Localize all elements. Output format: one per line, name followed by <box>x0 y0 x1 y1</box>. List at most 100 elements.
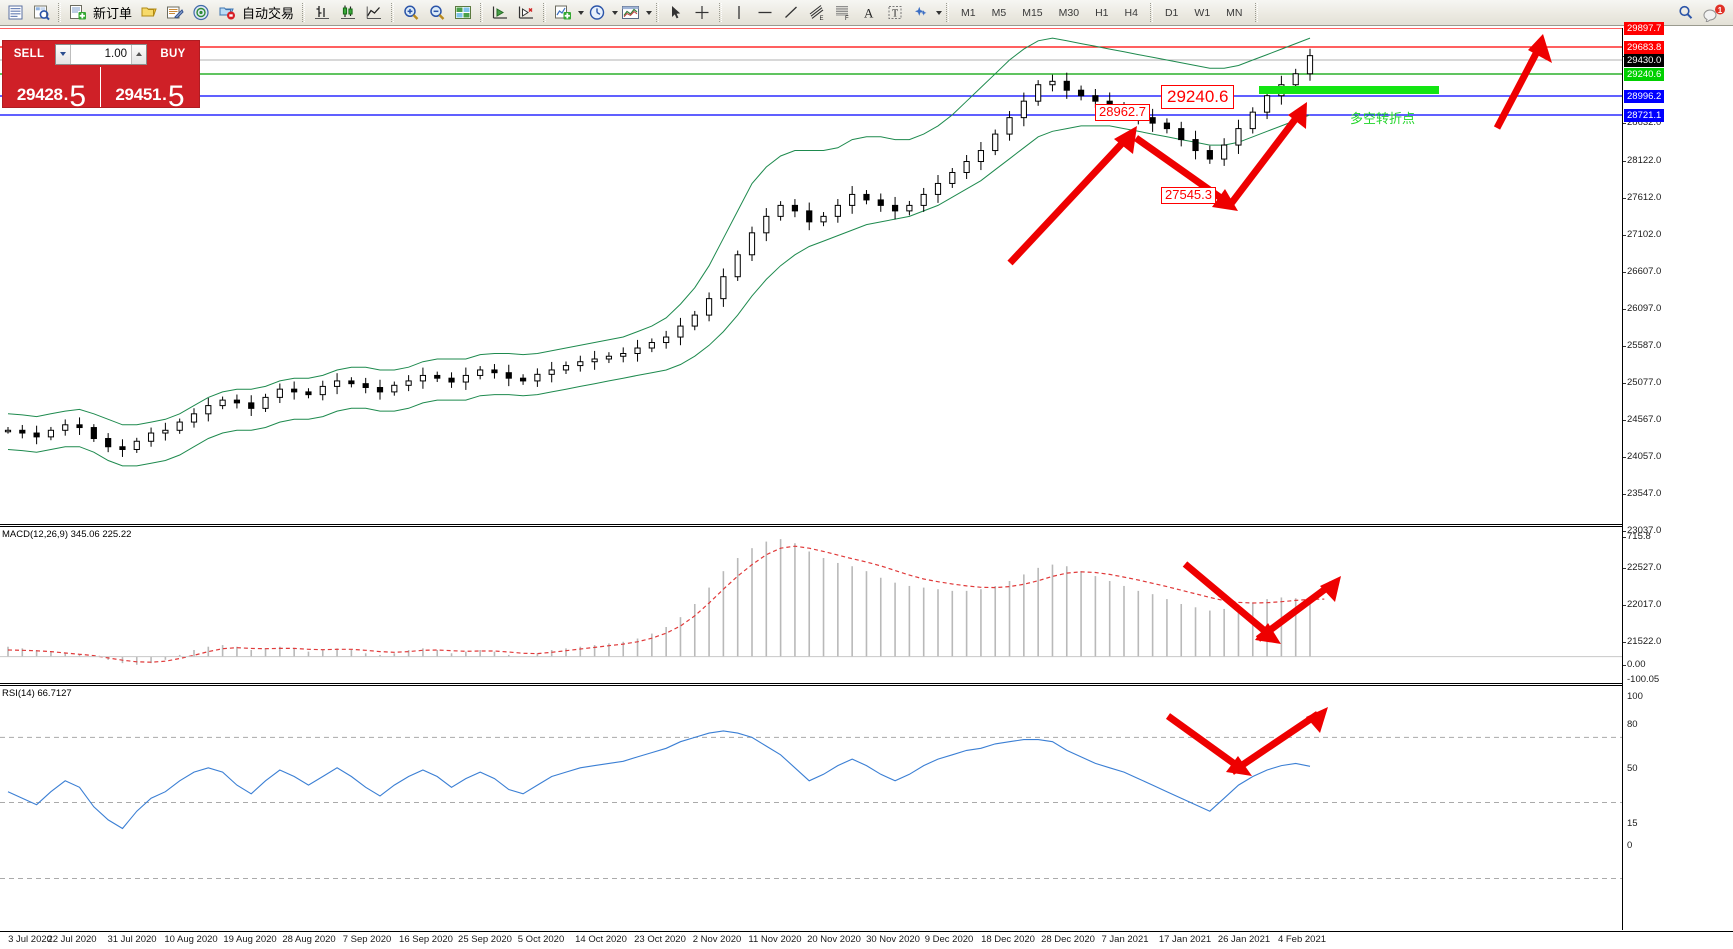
timeframe-w1[interactable]: W1 <box>1194 6 1211 19</box>
candle-body <box>248 402 255 409</box>
indicators-dropdown-caret[interactable] <box>578 10 585 15</box>
alerts-icon[interactable]: 1 <box>1700 2 1730 24</box>
candle-body <box>677 325 684 338</box>
price-axis[interactable]: 29430.0 28632.0 28122.0 27612.0 27102.0 26607… <box>1622 22 1733 930</box>
candle-body <box>1249 111 1256 130</box>
templates-icon[interactable] <box>619 2 643 24</box>
tile-windows-icon[interactable] <box>451 2 475 24</box>
trend-arrow-up-second <box>1227 102 1307 208</box>
zoom-in-icon[interactable] <box>399 2 423 24</box>
candle-body <box>162 429 169 434</box>
periods-icon[interactable] <box>585 2 609 24</box>
price-level-pill[interactable]: 28721.1 <box>1624 109 1665 122</box>
candle-body <box>891 204 899 212</box>
bar-chart-icon[interactable] <box>310 2 334 24</box>
candle-body <box>634 347 641 354</box>
rsi-svg <box>0 707 1622 879</box>
price-level-pill[interactable]: 29430.0 <box>1624 54 1665 67</box>
timeframe-m15[interactable]: M15 <box>1022 6 1043 19</box>
autotrading-label[interactable]: 自动交易 <box>242 6 295 21</box>
main-toolbar: 新订单 <box>0 0 1733 26</box>
candle-body <box>348 380 355 385</box>
candle-body <box>977 150 985 163</box>
candle-body <box>548 369 555 375</box>
candle-body <box>1092 95 1099 102</box>
price-chart-pane[interactable]: 29240.6 28962.7 27545.3 多空转折点 <box>0 28 1622 522</box>
octp-controls-row: SELL 1.00 BUY <box>3 41 199 67</box>
chart-shift-icon[interactable] <box>488 2 512 24</box>
candle-body <box>992 133 999 152</box>
candle-body <box>1292 73 1299 86</box>
indicators-icon[interactable] <box>551 2 575 24</box>
volume-stepper[interactable]: 1.00 <box>55 43 147 65</box>
terminal-icon[interactable] <box>3 2 27 24</box>
horizontal-line-icon[interactable] <box>753 2 777 24</box>
shapes-dropdown-caret[interactable] <box>936 10 943 15</box>
date-tick: 31 Jul 2020 <box>107 934 157 945</box>
text-label-icon[interactable]: T <box>883 2 907 24</box>
timeframe-mn[interactable]: MN <box>1226 6 1243 19</box>
candlestick-chart-icon[interactable] <box>336 2 360 24</box>
crosshair-icon[interactable] <box>690 2 714 24</box>
equidistant-channel-icon[interactable]: E <box>805 2 829 24</box>
timeframe-d1[interactable]: D1 <box>1164 6 1179 19</box>
chevron-up-icon <box>136 52 142 56</box>
timeframe-h4[interactable]: H4 <box>1124 6 1138 19</box>
one-click-trading-panel[interactable]: SELL 1.00 BUY 29428 . 5 29451 . 5 <box>2 40 200 112</box>
price-tick: 23547.0 <box>1622 488 1662 499</box>
date-axis[interactable]: 3 Jul 2020 22 Jul 2020 31 Jul 2020 10 Aug 2… <box>0 931 1733 949</box>
candle-body <box>1049 80 1056 86</box>
timeframe-m30[interactable]: M30 <box>1058 6 1080 19</box>
volume-decrease-button[interactable] <box>56 44 71 64</box>
date-tick: 3 Jul 2020 <box>8 934 52 945</box>
price-level-pill[interactable]: 29897.7 <box>1624 22 1665 35</box>
vertical-line-icon[interactable] <box>727 2 751 24</box>
cursor-icon[interactable] <box>664 2 688 24</box>
timeframe-m5[interactable]: M5 <box>991 6 1007 19</box>
timeframe-m1[interactable]: M1 <box>961 6 976 19</box>
autotrading-icon[interactable] <box>215 2 239 24</box>
price-level-pill[interactable]: 28996.2 <box>1624 90 1665 103</box>
candle-body <box>105 438 112 448</box>
candle-body <box>305 391 312 396</box>
market-watch-icon[interactable] <box>29 2 53 24</box>
rsi-tick: 80 <box>1627 719 1638 730</box>
buy-button[interactable]: 29451 . 5 <box>101 67 199 112</box>
volume-input[interactable]: 1.00 <box>104 48 127 60</box>
fibonacci-icon[interactable]: F <box>831 2 855 24</box>
periods-dropdown-caret[interactable] <box>612 10 619 15</box>
line-chart-icon[interactable] <box>362 2 386 24</box>
candle-body <box>591 358 598 363</box>
candle-body <box>262 396 269 409</box>
new-order-label[interactable]: 新订单 <box>93 6 133 21</box>
trendline-icon[interactable] <box>779 2 803 24</box>
text-icon[interactable]: A <box>857 2 881 24</box>
new-order-icon[interactable] <box>66 2 90 24</box>
candle-body <box>1063 80 1070 91</box>
price-tick: 28122.0 <box>1622 155 1662 166</box>
volume-increase-button[interactable] <box>131 44 146 64</box>
sell-button[interactable]: 29428 . 5 <box>3 67 101 111</box>
data-window-icon[interactable] <box>163 2 187 24</box>
timeframe-h1[interactable]: H1 <box>1095 6 1109 19</box>
search-icon[interactable] <box>1674 2 1698 24</box>
price-level-pill[interactable]: 29683.8 <box>1624 41 1665 54</box>
templates-dropdown-caret[interactable] <box>646 10 653 15</box>
toolbar-separator <box>656 3 660 22</box>
shapes-icon[interactable] <box>909 2 933 24</box>
folder-icon[interactable] <box>137 2 161 24</box>
alerts-badge-count: 1 <box>1718 6 1723 15</box>
auto-scroll-icon[interactable] <box>514 2 538 24</box>
candle-body <box>906 204 913 212</box>
candle-body <box>920 193 927 206</box>
zoom-out-icon[interactable] <box>425 2 449 24</box>
sell-label[interactable]: SELL <box>13 48 45 60</box>
navigator-icon[interactable] <box>189 2 213 24</box>
toolbar-separator <box>1149 3 1153 22</box>
macd-svg <box>0 539 1622 665</box>
price-level-pill[interactable]: 29240.6 <box>1624 68 1665 81</box>
buy-label[interactable]: BUY <box>160 48 186 60</box>
rsi-pane[interactable]: RSI(14) 66.7127 <box>0 683 1622 930</box>
macd-pane[interactable]: MACD(12,26,9) 345.06 225.22 <box>0 524 1622 680</box>
toolbar-separator <box>719 3 723 22</box>
